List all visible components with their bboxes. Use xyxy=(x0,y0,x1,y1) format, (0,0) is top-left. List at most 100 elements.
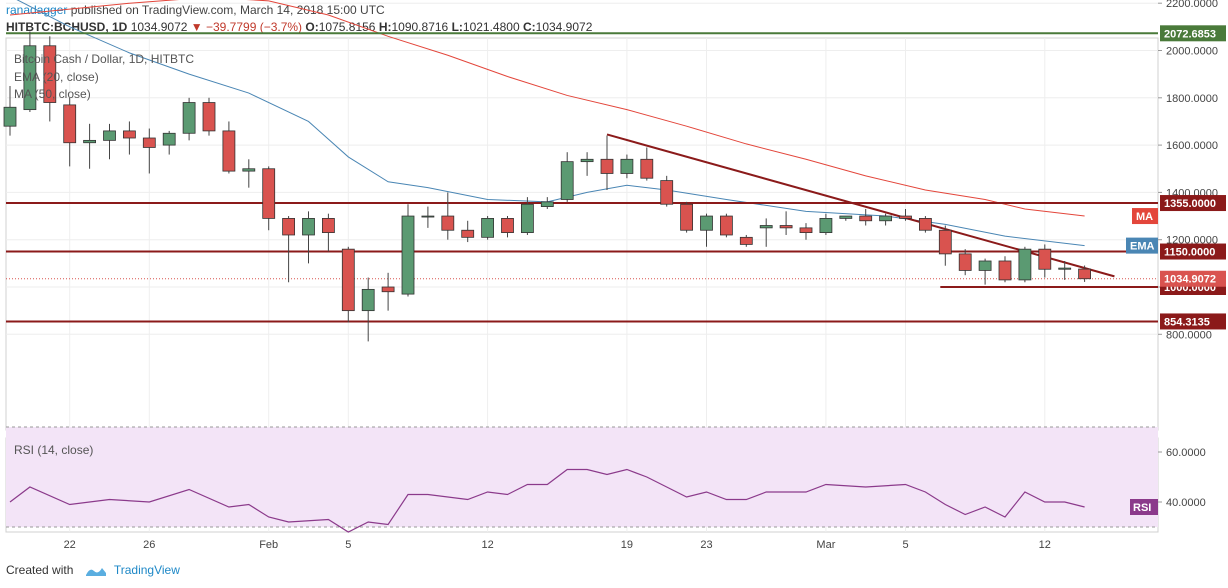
candle-body xyxy=(660,180,674,205)
candle-body xyxy=(341,248,355,312)
candle-body xyxy=(521,203,534,234)
x-tick-label: 23 xyxy=(700,539,712,551)
candle-body xyxy=(998,260,1012,281)
close-label: C: xyxy=(522,20,536,34)
rsi-badge-label: RSI xyxy=(1133,502,1151,514)
price-change: ▼ −39.7799 (−3.7%) xyxy=(190,20,303,34)
candle-body xyxy=(162,132,176,146)
ma-line xyxy=(9,0,1085,217)
candle-body xyxy=(879,215,892,222)
candle-body xyxy=(580,158,594,163)
candle-body xyxy=(421,215,435,218)
candle-body xyxy=(302,218,315,236)
open-label: O: xyxy=(305,20,319,34)
price-tick-label: 1800.0000 xyxy=(1166,93,1218,105)
candle-body xyxy=(441,215,455,231)
level-badge xyxy=(1160,25,1226,42)
candle-body xyxy=(282,218,296,236)
candle-body xyxy=(919,218,932,231)
candle-body xyxy=(899,215,912,219)
candle-body xyxy=(1018,248,1032,281)
candle-body xyxy=(779,225,793,229)
high-label: H: xyxy=(378,20,392,34)
candle-body xyxy=(481,218,495,238)
high-value: 1090.8716 xyxy=(391,20,449,34)
last-price-badge xyxy=(1160,270,1226,287)
candle-body xyxy=(1078,268,1091,280)
created-with-label: Created with xyxy=(6,563,74,577)
candle-body xyxy=(461,229,475,238)
candle-body xyxy=(43,45,57,103)
candle-body xyxy=(401,215,415,295)
candle-body xyxy=(262,168,276,219)
candle-body xyxy=(1038,248,1052,270)
candle-body xyxy=(640,158,654,179)
candle-body xyxy=(361,288,375,312)
rsi-badge xyxy=(1130,499,1158,515)
chart-title: Bitcoin Cash / Dollar, 1D, HITBTC xyxy=(14,52,195,66)
candle-body xyxy=(819,218,833,234)
x-tick-label: 5 xyxy=(902,539,908,551)
low-label: L: xyxy=(451,20,463,34)
candle-body xyxy=(3,106,17,127)
candle-body xyxy=(839,215,853,219)
rsi-line xyxy=(9,468,1085,533)
level-label: 2072.6853 xyxy=(1164,28,1216,40)
candle-body xyxy=(560,161,574,200)
publish-info: published on TradingView.com, March 14, … xyxy=(70,3,385,17)
rsi-tick-label: 40.0000 xyxy=(1166,497,1206,509)
candle-body xyxy=(83,139,96,144)
level-label: 854.3135 xyxy=(1164,316,1210,328)
level-badge xyxy=(1160,243,1226,260)
x-tick-label: Mar xyxy=(816,539,835,551)
ma-badge xyxy=(1132,208,1158,225)
candle-body xyxy=(799,227,813,234)
ma-badge-label: MA xyxy=(1136,211,1153,223)
last-price-label: 1034.9072 xyxy=(1164,274,1216,286)
close-value: 1034.9072 xyxy=(535,20,593,34)
open-value: 1075.8156 xyxy=(318,20,376,34)
price-tick-label: 2000.0000 xyxy=(1166,46,1218,58)
candle-body xyxy=(381,286,395,293)
level-badge xyxy=(1160,313,1226,330)
x-tick-label: 22 xyxy=(64,539,76,551)
price-pane xyxy=(5,37,1159,431)
x-tick-label: Feb xyxy=(259,539,278,551)
level-label: 1355.0000 xyxy=(1164,198,1216,210)
candle-body xyxy=(222,130,236,172)
candle-body xyxy=(958,253,972,271)
price-tick-label: 2200.0000 xyxy=(1166,0,1218,10)
low-value: 1021.4800 xyxy=(462,20,520,34)
candle-body xyxy=(759,225,773,229)
level-badge xyxy=(1160,195,1226,212)
x-tick-label: 12 xyxy=(481,539,493,551)
candle-body xyxy=(1058,267,1072,270)
tradingview-link[interactable]: TradingView xyxy=(113,563,180,577)
candle-body xyxy=(978,260,992,271)
rsi-tick-label: 60.0000 xyxy=(1166,447,1206,459)
tradingview-logo-icon xyxy=(85,567,106,576)
candle-body xyxy=(620,158,634,174)
candle-body xyxy=(859,215,873,222)
x-tick-label: 26 xyxy=(143,539,155,551)
ema-badge xyxy=(1126,237,1158,254)
footer: Created with TradingView xyxy=(6,563,180,577)
candle-body xyxy=(680,203,693,231)
last-price: 1034.9072 xyxy=(130,20,188,34)
candle-body xyxy=(540,201,554,207)
rsi-legend: RSI (14, close) xyxy=(14,443,94,457)
candle-body xyxy=(720,215,733,236)
rsi-band xyxy=(6,427,1158,527)
ma-legend: MA (50, close) xyxy=(14,87,91,101)
candle-body xyxy=(63,104,77,144)
ema-legend: EMA (20, close) xyxy=(14,70,99,84)
price-tick-label: 800.0000 xyxy=(1166,329,1212,341)
ema-badge-label: EMA xyxy=(1130,241,1155,253)
candle-body xyxy=(938,229,952,255)
x-tick-label: 12 xyxy=(1039,539,1051,551)
price-tick-label: 1600.0000 xyxy=(1166,140,1218,152)
x-tick-label: 19 xyxy=(621,539,633,551)
x-tick-label: 5 xyxy=(345,539,351,551)
